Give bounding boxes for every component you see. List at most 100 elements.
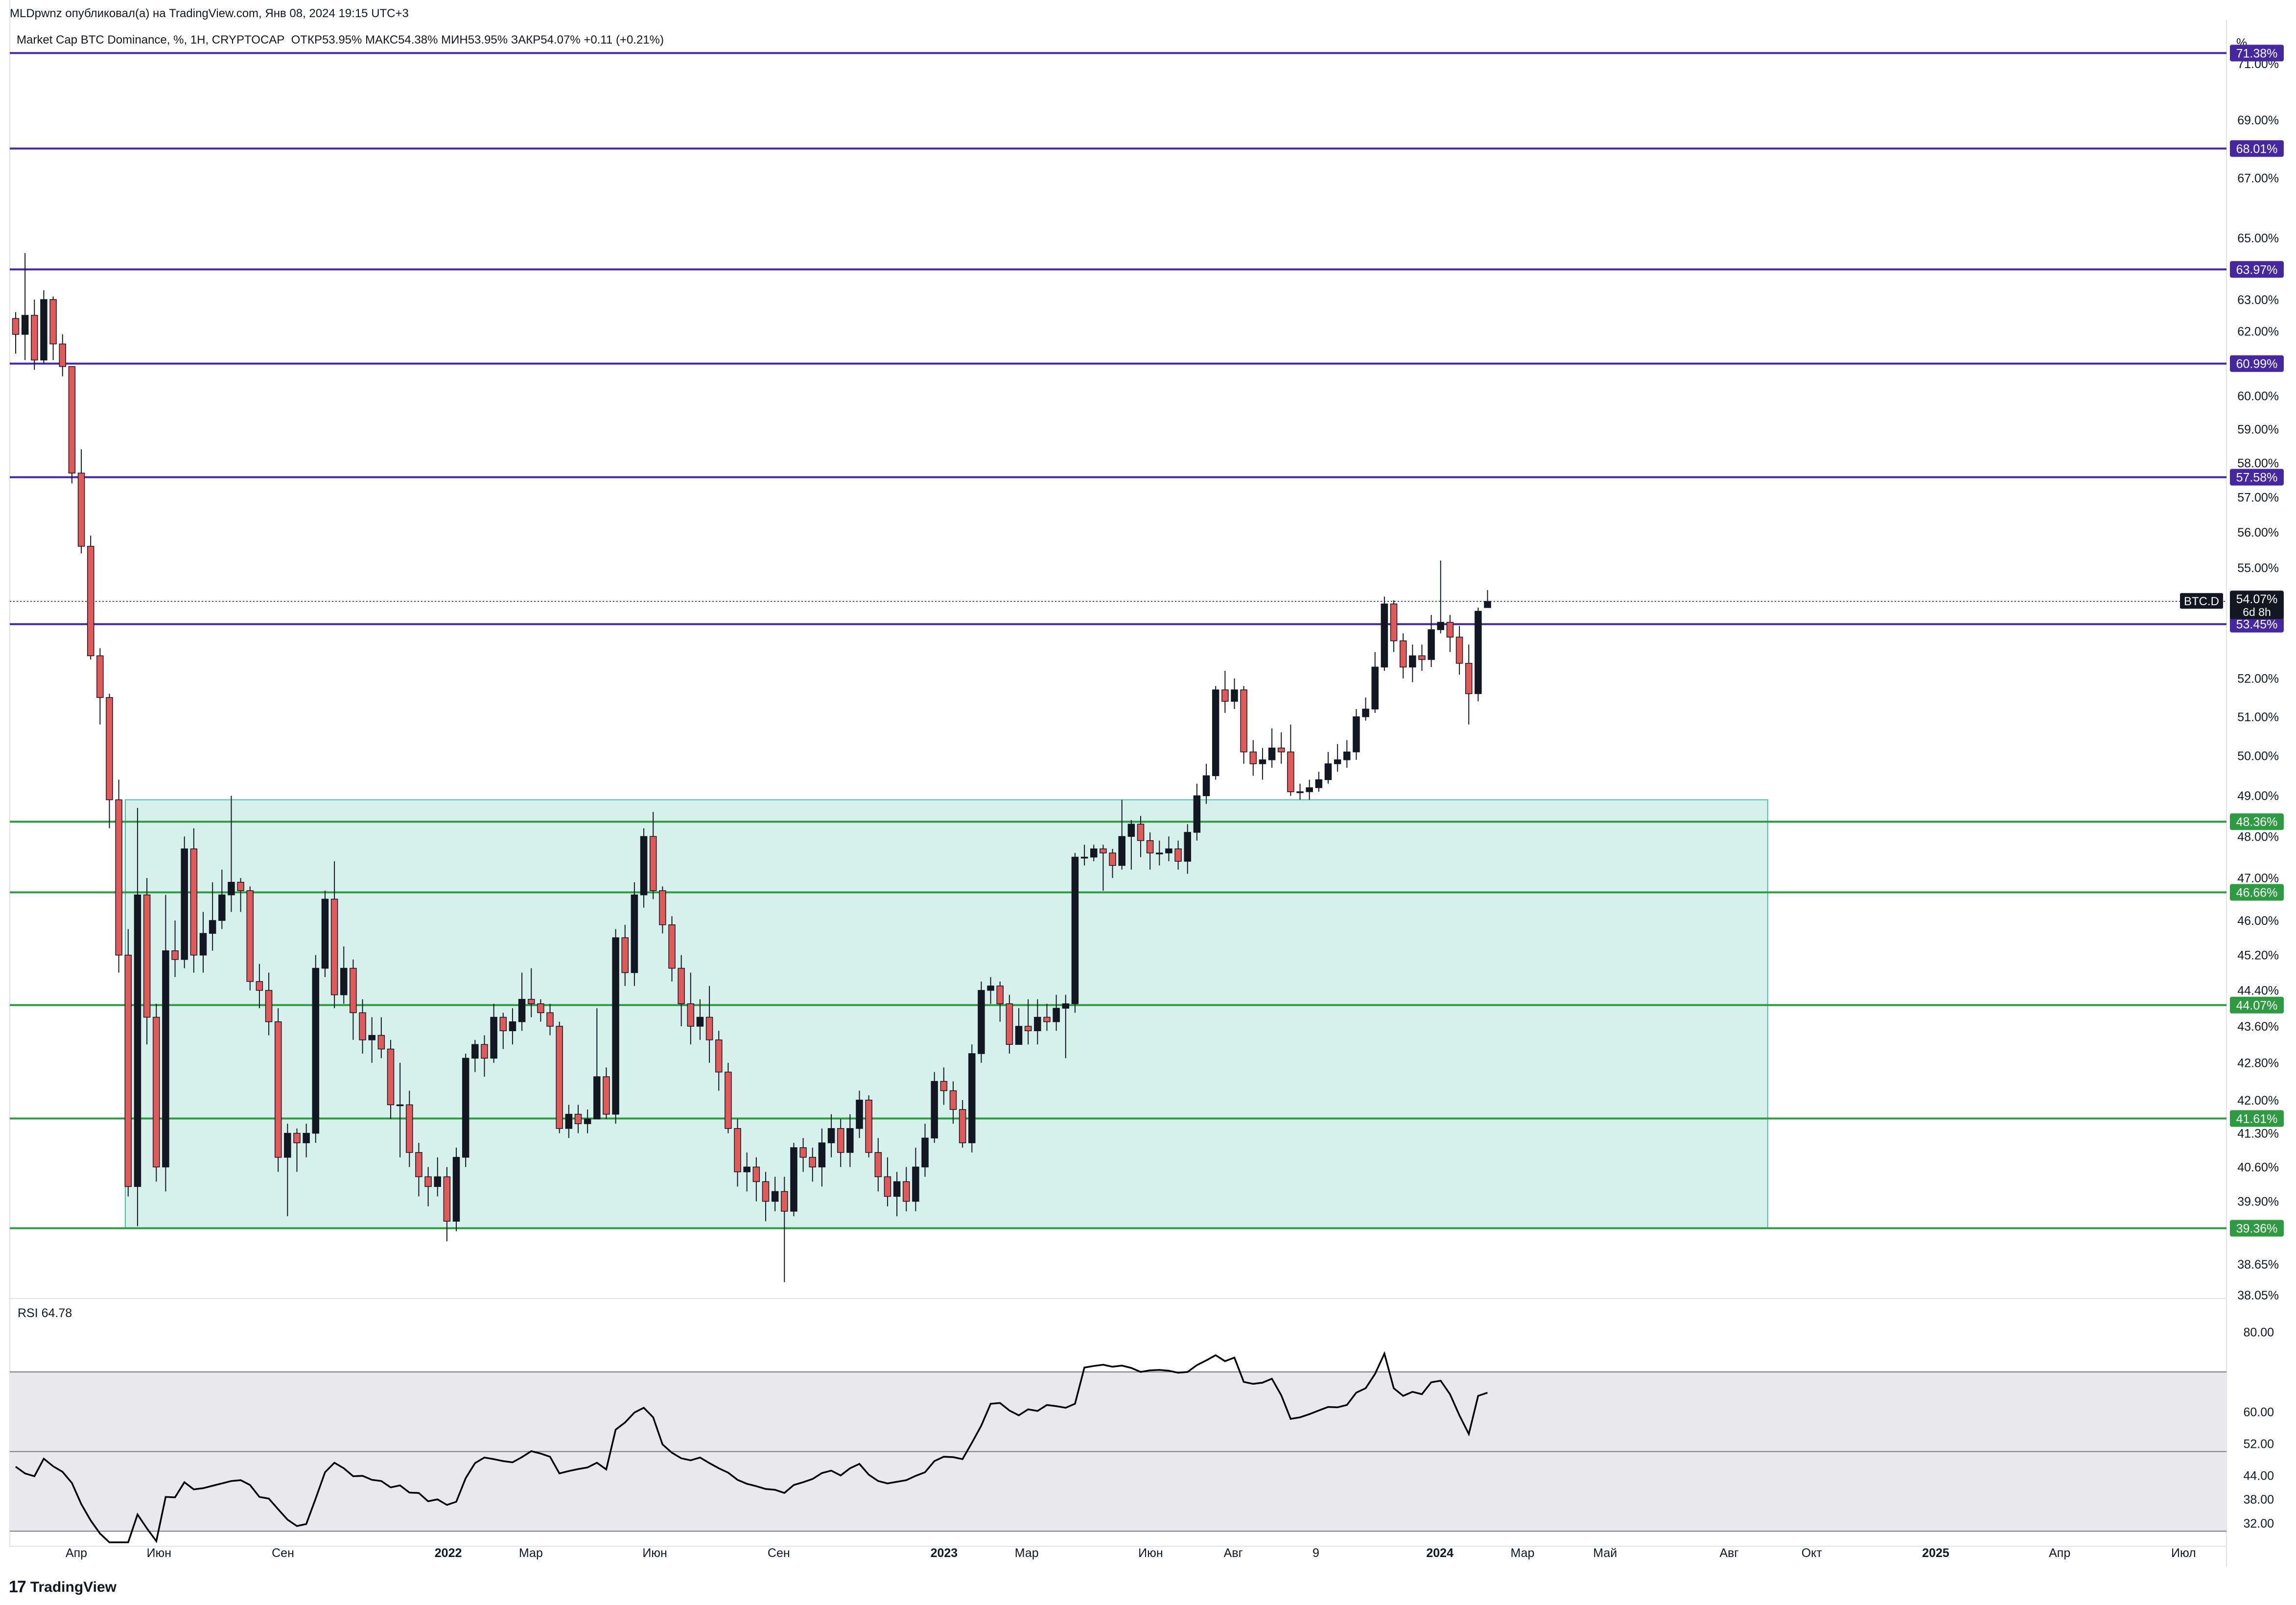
- candle[interactable]: [1015, 1008, 1023, 1045]
- candle[interactable]: [340, 946, 348, 1004]
- candle[interactable]: [668, 916, 676, 982]
- candle[interactable]: [368, 1017, 375, 1063]
- candle[interactable]: [762, 1172, 770, 1222]
- candle[interactable]: [978, 981, 985, 1063]
- candle[interactable]: [1465, 644, 1473, 725]
- candle[interactable]: [1174, 840, 1182, 870]
- candle[interactable]: [377, 1017, 385, 1059]
- candle[interactable]: [1259, 748, 1266, 780]
- candle[interactable]: [725, 1062, 732, 1133]
- candle[interactable]: [396, 1062, 404, 1157]
- candle[interactable]: [884, 1157, 891, 1206]
- candle[interactable]: [490, 1004, 497, 1063]
- candle[interactable]: [237, 878, 244, 912]
- candle[interactable]: [1353, 709, 1360, 760]
- candle[interactable]: [452, 1147, 460, 1231]
- candle[interactable]: [621, 924, 629, 986]
- candle[interactable]: [1231, 678, 1238, 709]
- candle[interactable]: [1306, 779, 1313, 800]
- candle[interactable]: [1362, 697, 1369, 721]
- candle[interactable]: [678, 955, 685, 1027]
- candle[interactable]: [49, 296, 57, 360]
- candle[interactable]: [931, 1072, 938, 1143]
- candle[interactable]: [1184, 824, 1191, 874]
- candle[interactable]: [705, 986, 713, 1063]
- candle[interactable]: [1381, 596, 1388, 671]
- candle[interactable]: [1371, 652, 1379, 713]
- candle[interactable]: [1484, 590, 1491, 608]
- candle[interactable]: [696, 999, 704, 1040]
- candle[interactable]: [1249, 740, 1257, 776]
- candle[interactable]: [574, 1105, 582, 1133]
- candle[interactable]: [303, 1124, 310, 1157]
- candle[interactable]: [1062, 994, 1070, 1059]
- candle[interactable]: [1109, 849, 1116, 878]
- candle[interactable]: [321, 891, 329, 977]
- candle[interactable]: [1296, 783, 1304, 800]
- candle[interactable]: [593, 1008, 601, 1120]
- candle[interactable]: [1043, 1004, 1051, 1031]
- candle[interactable]: [106, 693, 113, 828]
- candle[interactable]: [293, 1128, 301, 1172]
- candle[interactable]: [1343, 740, 1351, 768]
- candle[interactable]: [87, 535, 94, 660]
- candle[interactable]: [424, 1167, 432, 1206]
- candle[interactable]: [809, 1147, 816, 1182]
- candle[interactable]: [1324, 752, 1332, 784]
- candle[interactable]: [246, 886, 254, 991]
- candle[interactable]: [256, 964, 263, 1009]
- candle[interactable]: [959, 1100, 966, 1148]
- candle[interactable]: [987, 977, 994, 1004]
- candle[interactable]: [1024, 999, 1032, 1045]
- candle[interactable]: [771, 1177, 779, 1211]
- candle[interactable]: [415, 1143, 422, 1197]
- candle[interactable]: [124, 929, 132, 1197]
- candle[interactable]: [856, 1090, 863, 1138]
- candle[interactable]: [143, 878, 151, 1045]
- candle[interactable]: [265, 972, 273, 1036]
- candle[interactable]: [818, 1128, 826, 1187]
- candle[interactable]: [996, 981, 1004, 1022]
- candle[interactable]: [1100, 845, 1107, 891]
- candle[interactable]: [1202, 763, 1210, 804]
- candle[interactable]: [434, 1157, 441, 1197]
- candle[interactable]: [1315, 772, 1323, 792]
- candle[interactable]: [1278, 732, 1285, 764]
- candle[interactable]: [1053, 994, 1060, 1031]
- candle[interactable]: [1212, 686, 1219, 780]
- candle[interactable]: [1071, 853, 1079, 1013]
- candle[interactable]: [1156, 840, 1163, 866]
- candle[interactable]: [40, 290, 47, 363]
- candle[interactable]: [565, 1105, 573, 1138]
- candle[interactable]: [312, 955, 320, 1143]
- candle[interactable]: [1080, 845, 1088, 866]
- candle[interactable]: [921, 1124, 929, 1177]
- candle[interactable]: [752, 1157, 760, 1202]
- candle[interactable]: [659, 886, 666, 934]
- candle[interactable]: [949, 1081, 957, 1124]
- candle[interactable]: [968, 1044, 976, 1153]
- candle[interactable]: [1437, 560, 1445, 634]
- rsi-line[interactable]: [15, 1351, 1488, 1543]
- candle[interactable]: [528, 968, 535, 1017]
- candle[interactable]: [1334, 744, 1341, 772]
- candle[interactable]: [1137, 816, 1145, 857]
- candle[interactable]: [743, 1152, 750, 1192]
- candle[interactable]: [406, 1090, 413, 1167]
- candle[interactable]: [21, 253, 29, 360]
- candle[interactable]: [1390, 600, 1398, 652]
- candle[interactable]: [350, 959, 357, 1040]
- candle[interactable]: [228, 796, 235, 912]
- candle[interactable]: [1006, 994, 1013, 1054]
- candle[interactable]: [649, 812, 657, 899]
- candle[interactable]: [1146, 832, 1154, 870]
- candle[interactable]: [1287, 724, 1294, 796]
- candle[interactable]: [509, 1008, 516, 1045]
- candle[interactable]: [874, 1138, 882, 1192]
- candle[interactable]: [1475, 607, 1482, 702]
- candle[interactable]: [556, 1021, 563, 1133]
- candle[interactable]: [209, 882, 216, 951]
- candle[interactable]: [481, 1035, 488, 1077]
- candle[interactable]: [12, 312, 20, 354]
